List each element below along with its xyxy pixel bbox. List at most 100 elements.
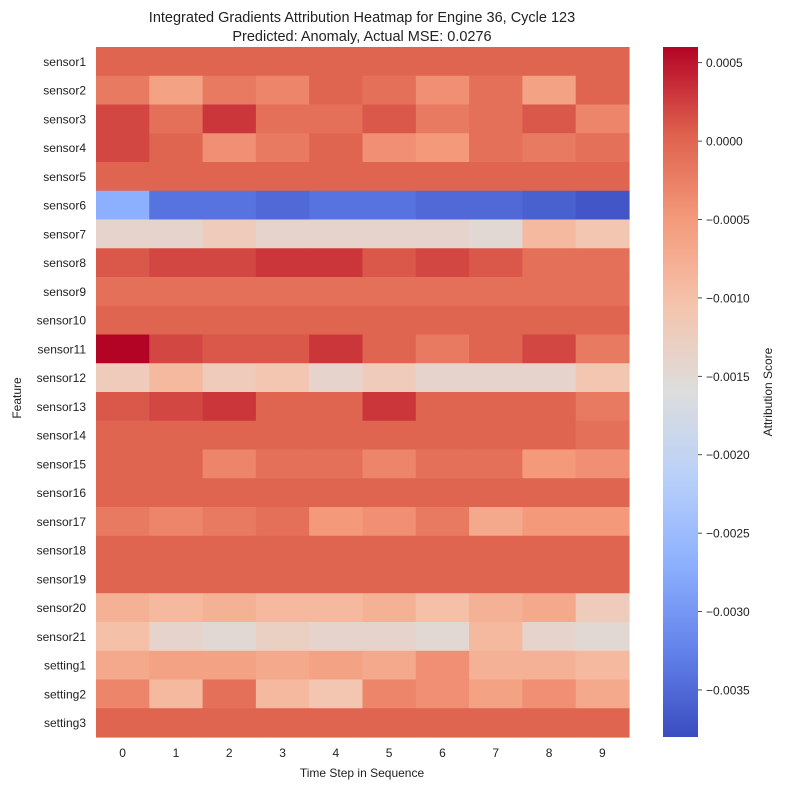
heatmap-cell-sensor7-7 [469,219,523,249]
heatmap-cell-sensor1-2 [202,47,257,77]
heatmap-cell-setting3-2 [202,708,257,738]
heatmap-cell-sensor7-2 [202,219,257,249]
heatmap-cell-sensor6-4 [309,190,364,221]
heatmap-cell-sensor13-5 [362,392,417,422]
heatmap-cell-sensor5-8 [522,162,577,192]
heatmap-cell-sensor5-9 [575,162,630,192]
y-tick-label-sensor12: sensor12 [37,371,87,385]
chart-title: Integrated Gradients Attribution Heatmap… [149,10,575,26]
heatmap-cell-sensor3-9 [575,104,630,134]
heatmap-cell-sensor18-3 [255,535,310,566]
x-tick-label-2: 2 [226,746,233,760]
heatmap-cell-sensor1-0 [96,47,150,77]
heatmap-cell-setting1-8 [522,650,577,681]
heatmap-cell-sensor6-1 [149,190,204,221]
heatmap-cell-sensor15-7 [469,449,523,479]
heatmap-cell-sensor19-8 [522,564,577,594]
heatmap-cell-sensor17-8 [522,507,577,537]
y-tick-label-sensor18: sensor18 [37,544,87,558]
heatmap-cell-sensor20-5 [362,593,417,623]
heatmap-cell-sensor2-7 [469,75,523,106]
heatmap-cell-sensor10-9 [575,305,630,336]
heatmap-cell-sensor14-1 [149,420,204,451]
heatmap-cell-sensor10-8 [522,305,577,336]
x-tick-label-4: 4 [333,746,340,760]
heatmap-cell-sensor4-1 [149,133,204,163]
y-tick-label-sensor14: sensor14 [37,429,87,443]
heatmap-cell-setting1-3 [255,650,310,681]
colorbar-tick-label-8: −0.0035 [706,683,750,697]
heatmap-cell-sensor13-4 [309,392,364,422]
heatmap-cell-sensor18-8 [522,535,577,566]
heatmap-cell-sensor15-5 [362,449,417,479]
heatmap-cell-sensor9-1 [149,277,204,307]
heatmap-cell-sensor3-4 [309,104,364,134]
heatmap-cell-sensor11-8 [522,334,577,364]
heatmap-cell-sensor12-2 [202,363,257,393]
heatmap-cell-sensor12-6 [415,363,470,393]
heatmap-cell-sensor12-8 [522,363,577,393]
colorbar-tick-label-5: −0.0020 [706,448,750,462]
heatmap-cell-sensor9-4 [309,277,364,307]
heatmap-cell-sensor5-0 [96,162,150,192]
heatmap-cell-sensor19-3 [255,564,310,594]
heatmap-cell-sensor4-8 [522,133,577,163]
heatmap-cell-sensor11-5 [362,334,417,364]
heatmap-cell-sensor10-1 [149,305,204,336]
heatmap-cell-sensor12-7 [469,363,523,393]
heatmap-cell-sensor19-0 [96,564,150,594]
y-tick-label-sensor5: sensor5 [43,170,86,184]
y-tick-label-sensor19: sensor19 [37,572,87,586]
heatmap-cell-sensor4-4 [309,133,364,163]
heatmap-cell-sensor2-9 [575,75,630,106]
heatmap-cell-setting3-8 [522,708,577,738]
x-tick-label-5: 5 [386,746,393,760]
heatmap-cell-sensor12-0 [96,363,150,393]
heatmap-cell-setting3-0 [96,708,150,738]
heatmap-cell-sensor9-2 [202,277,257,307]
x-tick-label-9: 9 [599,746,606,760]
heatmap-cell-setting2-3 [255,679,310,709]
heatmap-cell-sensor6-0 [96,190,150,221]
heatmap-cell-sensor18-7 [469,535,523,566]
heatmap-cell-setting3-5 [362,708,417,738]
heatmap-cell-sensor2-5 [362,75,417,106]
heatmap-cell-setting2-2 [202,679,257,709]
heatmap-cell-setting3-4 [309,708,364,738]
heatmap-cell-sensor17-2 [202,507,257,537]
heatmap-cell-sensor2-8 [522,75,577,106]
heatmap-cell-sensor21-9 [575,622,630,652]
colorbar-tick-label-4: −0.0015 [706,370,750,384]
heatmap-cell-sensor18-5 [362,535,417,566]
heatmap-cell-sensor15-1 [149,449,204,479]
heatmap-cell-sensor9-0 [96,277,150,307]
colorbar-label: Attribution Score [761,347,775,436]
heatmap-cell-sensor1-5 [362,47,417,77]
heatmap-cell-sensor8-4 [309,248,364,278]
heatmap-cell-sensor8-0 [96,248,150,278]
heatmap-cell-sensor5-1 [149,162,204,192]
heatmap-cell-setting1-7 [469,650,523,681]
heatmap-cell-sensor6-5 [362,190,417,221]
heatmap-cell-setting2-8 [522,679,577,709]
heatmap-cell-sensor21-1 [149,622,204,652]
heatmap-cell-sensor16-6 [415,478,470,508]
heatmap-cell-sensor10-3 [255,305,310,336]
colorbar-tick-label-6: −0.0025 [706,527,750,541]
heatmap-cell-sensor5-3 [255,162,310,192]
heatmap-cell-sensor1-7 [469,47,523,77]
heatmap-cell-sensor1-3 [255,47,310,77]
heatmap-cell-sensor19-2 [202,564,257,594]
x-tick-label-6: 6 [439,746,446,760]
heatmap-cell-sensor8-2 [202,248,257,278]
heatmap-cell-sensor17-4 [309,507,364,537]
heatmap-cell-sensor12-9 [575,363,630,393]
heatmap-cell-sensor7-1 [149,219,204,249]
heatmap-cell-sensor2-0 [96,75,150,106]
heatmap-cell-sensor20-3 [255,593,310,623]
heatmap-cell-sensor7-9 [575,219,630,249]
y-tick-label-sensor9: sensor9 [43,285,86,299]
heatmap-cell-sensor18-1 [149,535,204,566]
x-tick-label-1: 1 [173,746,180,760]
